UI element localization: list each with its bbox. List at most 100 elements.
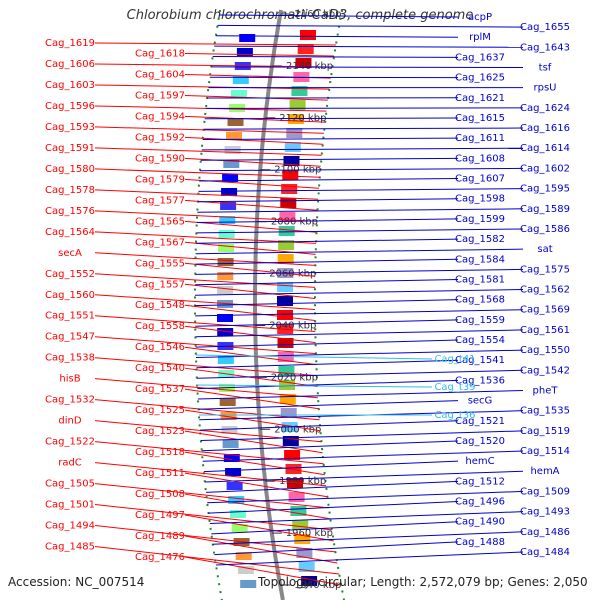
gene-label-right[interactable]: sat xyxy=(537,244,552,255)
gene-label-left[interactable]: Cag_1523 xyxy=(135,426,185,437)
gene-label-right[interactable]: Cag_1575 xyxy=(520,264,570,275)
gene-label-left[interactable]: Cag_1501 xyxy=(45,500,95,511)
gene-label-left[interactable]: Cag_1547 xyxy=(45,332,95,343)
gene-label-left[interactable]: Cag_1579 xyxy=(135,174,185,185)
gene-label-left[interactable]: Cag_1565 xyxy=(135,216,185,227)
gene-label-left[interactable]: Cag_1577 xyxy=(135,195,185,206)
gene-label-right[interactable]: Cag_1490 xyxy=(455,517,505,528)
gene-label-left[interactable]: Cag_1555 xyxy=(135,258,185,269)
gene-label-right[interactable]: Cag_1586 xyxy=(520,224,570,235)
gene-label-left[interactable]: Cag_1606 xyxy=(45,59,95,70)
gene-label-left[interactable]: Cag_1604 xyxy=(135,69,185,80)
gene-label-right[interactable]: Cag_1509 xyxy=(520,486,570,497)
gene-label-right[interactable]: hemC xyxy=(465,456,494,467)
gene-label-right[interactable]: Cag_1582 xyxy=(455,234,505,245)
gene-label-right[interactable]: Cag_1607 xyxy=(455,174,505,185)
gene-label-right[interactable]: Cag_1602 xyxy=(520,163,570,174)
gene-label-right[interactable]: Cag_1624 xyxy=(520,103,570,114)
trna-label[interactable]: Cag_t36 xyxy=(434,410,475,421)
gene-label-right[interactable]: Cag_1581 xyxy=(455,274,505,285)
gene-label-left[interactable]: dinD xyxy=(58,416,81,427)
gene-label-right[interactable]: Cag_1584 xyxy=(455,254,505,265)
gene-label-right[interactable]: Cag_1493 xyxy=(520,507,570,518)
gene-label-left[interactable]: Cag_1511 xyxy=(135,468,185,479)
gene-label-left[interactable]: Cag_1489 xyxy=(135,531,185,542)
gene-label-right[interactable]: Cag_1614 xyxy=(520,143,570,154)
gene-label-right[interactable]: Cag_1655 xyxy=(520,22,570,33)
gene-label-right[interactable]: Cag_1615 xyxy=(455,113,505,124)
gene-label-left[interactable]: Cag_1538 xyxy=(45,353,95,364)
gene-label-left[interactable]: Cag_1476 xyxy=(135,552,185,563)
gene-label-right[interactable]: Cag_1561 xyxy=(520,325,570,336)
gene-label-left[interactable]: secA xyxy=(58,248,82,259)
gene-label-right[interactable]: acpP xyxy=(468,12,492,23)
gene-label-left[interactable]: Cag_1590 xyxy=(135,153,185,164)
gene-label-right[interactable]: Cag_1512 xyxy=(455,476,505,487)
gene-label-left[interactable]: Cag_1548 xyxy=(135,300,185,311)
gene-label-left[interactable]: Cag_1567 xyxy=(135,237,185,248)
gene-label-right[interactable]: Cag_1569 xyxy=(520,305,570,316)
gene-label-left[interactable]: Cag_1580 xyxy=(45,164,95,175)
gene-label-left[interactable]: Cag_1551 xyxy=(45,311,95,322)
gene-label-right[interactable]: Cag_1595 xyxy=(520,184,570,195)
gene-label-right[interactable]: Cag_1625 xyxy=(455,73,505,84)
gene-label-right[interactable]: Cag_1484 xyxy=(520,547,570,558)
gene-label-right[interactable]: Cag_1611 xyxy=(455,133,505,144)
gene-label-right[interactable]: Cag_1554 xyxy=(455,335,505,346)
gene-label-right[interactable]: hemA xyxy=(530,466,559,477)
gene-label-right[interactable]: rplM xyxy=(469,32,491,43)
gene-label-right[interactable]: Cag_1616 xyxy=(520,123,570,134)
gene-label-left[interactable]: Cag_1525 xyxy=(135,405,185,416)
gene-label-right[interactable]: Cag_1599 xyxy=(455,214,505,225)
gene-label-right[interactable]: Cag_1559 xyxy=(455,315,505,326)
gene-label-left[interactable]: Cag_1537 xyxy=(135,384,185,395)
gene-label-right[interactable]: Cag_1568 xyxy=(455,295,505,306)
gene-label-right[interactable]: Cag_1542 xyxy=(520,365,570,376)
gene-label-left[interactable]: Cag_1596 xyxy=(45,101,95,112)
gene-label-left[interactable]: Cag_1552 xyxy=(45,269,95,280)
gene-label-left[interactable]: hisB xyxy=(59,374,80,385)
gene-label-left[interactable]: Cag_1494 xyxy=(45,521,95,532)
gene-label-right[interactable]: Cag_1562 xyxy=(520,285,570,296)
gene-label-right[interactable]: Cag_1643 xyxy=(520,42,570,53)
gene-label-right[interactable]: secG xyxy=(468,396,493,407)
gene-label-right[interactable]: Cag_1589 xyxy=(520,204,570,215)
gene-label-left[interactable]: Cag_1594 xyxy=(135,111,185,122)
gene-label-left[interactable]: Cag_1540 xyxy=(135,363,185,374)
gene-label-right[interactable]: rpsU xyxy=(534,83,557,94)
gene-label-left[interactable]: Cag_1591 xyxy=(45,143,95,154)
gene-label-right[interactable]: Cag_1621 xyxy=(455,93,505,104)
gene-label-right[interactable]: Cag_1536 xyxy=(455,375,505,386)
gene-label-left[interactable]: Cag_1564 xyxy=(45,227,95,238)
gene-label-right[interactable]: Cag_1550 xyxy=(520,345,570,356)
gene-label-right[interactable]: tsf xyxy=(539,62,552,73)
gene-label-right[interactable]: Cag_1520 xyxy=(455,436,505,447)
gene-label-right[interactable]: Cag_1637 xyxy=(455,52,505,63)
gene-label-right[interactable]: Cag_1496 xyxy=(455,497,505,508)
trna-label[interactable]: Cag_t39 xyxy=(434,382,475,393)
gene-label-left[interactable]: Cag_1497 xyxy=(135,510,185,521)
gene-label-left[interactable]: Cag_1505 xyxy=(45,479,95,490)
gene-label-right[interactable]: Cag_1514 xyxy=(520,446,570,457)
gene-label-left[interactable]: Cag_1558 xyxy=(135,321,185,332)
gene-label-left[interactable]: Cag_1508 xyxy=(135,489,185,500)
gene-label-right[interactable]: Cag_1486 xyxy=(520,527,570,538)
gene-label-left[interactable]: Cag_1592 xyxy=(135,132,185,143)
gene-label-right[interactable]: Cag_1608 xyxy=(455,153,505,164)
gene-label-right[interactable]: Cag_1598 xyxy=(455,194,505,205)
gene-label-left[interactable]: Cag_1557 xyxy=(135,279,185,290)
gene-label-right[interactable]: Cag_1535 xyxy=(520,406,570,417)
gene-label-left[interactable]: Cag_1560 xyxy=(45,290,95,301)
gene-label-left[interactable]: Cag_1603 xyxy=(45,80,95,91)
gene-label-left[interactable]: Cag_1522 xyxy=(45,437,95,448)
trna-label[interactable]: Cag_t41 xyxy=(434,354,475,365)
gene-label-left[interactable]: Cag_1576 xyxy=(45,206,95,217)
gene-label-left[interactable]: Cag_1546 xyxy=(135,342,185,353)
gene-label-left[interactable]: Cag_1485 xyxy=(45,542,95,553)
gene-label-left[interactable]: Cag_1593 xyxy=(45,122,95,133)
gene-label-left[interactable]: Cag_1619 xyxy=(45,38,95,49)
gene-label-left[interactable]: Cag_1532 xyxy=(45,395,95,406)
gene-label-right[interactable]: Cag_1488 xyxy=(455,537,505,548)
gene-label-left[interactable]: Cag_1518 xyxy=(135,447,185,458)
gene-label-right[interactable]: Cag_1521 xyxy=(455,416,505,427)
